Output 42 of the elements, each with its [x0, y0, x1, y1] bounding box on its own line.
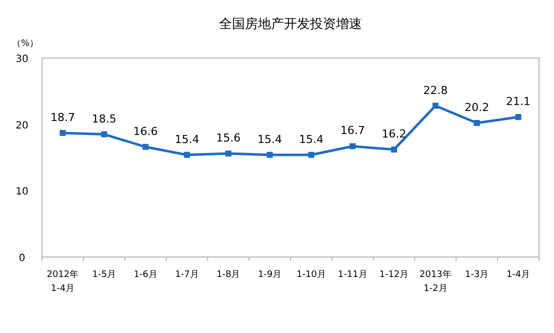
x-tick-label: 1-7月	[175, 270, 199, 280]
x-tick-label: 1-5月	[92, 270, 116, 280]
data-label: 22.8	[423, 84, 448, 97]
point	[391, 146, 398, 153]
x-tick-label: 1-3月	[465, 270, 489, 280]
data-label: 21.1	[506, 95, 531, 108]
x-tick-label: 1-10月	[296, 270, 326, 280]
data-label: 15.4	[298, 132, 324, 146]
y-axis-title: （%）	[12, 39, 39, 49]
y-tick-label: 10	[16, 186, 28, 198]
y-tick-label: 20	[16, 120, 28, 132]
data-label: 18.7	[50, 110, 75, 124]
data-label: 18.5	[92, 112, 116, 126]
x-tick-label: 2013年 1-2月	[420, 269, 452, 294]
point	[474, 120, 480, 126]
data-label: 16.7	[340, 124, 365, 138]
point	[101, 131, 108, 138]
y-tick-label: 30	[16, 54, 28, 65]
x-tick-label: 1-4月	[506, 270, 530, 280]
x-tick-label: 1-9月	[258, 270, 282, 280]
point	[60, 130, 66, 136]
data-label: 16.6	[133, 124, 158, 138]
x-tick-label: 1-12月	[379, 270, 409, 280]
data-label: 15.4	[258, 132, 282, 146]
point	[350, 143, 356, 150]
x-tick-label: 1-8月	[216, 270, 240, 280]
point	[432, 102, 438, 109]
x-tick-label: 1-11月	[338, 270, 368, 280]
data-label: 16.2	[382, 128, 406, 141]
point	[308, 152, 314, 158]
x-tick-label: 2012年 1-4月	[46, 269, 79, 294]
data-label: 20.2	[464, 101, 490, 114]
data-label: 15.6	[216, 132, 241, 145]
chart-title: 全国房地产开发投资增速	[219, 16, 362, 32]
point	[142, 144, 149, 150]
x-tick-label: 1-6月	[134, 270, 158, 280]
y-tick-label: 0	[18, 253, 26, 264]
point	[184, 152, 190, 158]
point	[225, 150, 232, 157]
point	[266, 152, 273, 158]
data-label: 15.4	[174, 132, 200, 146]
point	[515, 114, 522, 120]
